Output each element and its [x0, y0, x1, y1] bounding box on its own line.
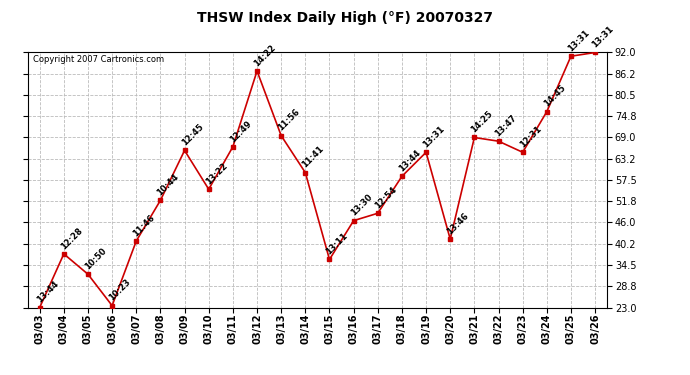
Text: 11:46: 11:46: [131, 213, 157, 238]
Text: 13:46: 13:46: [445, 211, 471, 236]
Text: 14:25: 14:25: [469, 110, 495, 135]
Text: 10:23: 10:23: [107, 278, 132, 303]
Text: 13:31: 13:31: [590, 24, 615, 50]
Text: 10:44: 10:44: [155, 172, 181, 198]
Text: 13:31: 13:31: [566, 28, 591, 53]
Text: 11:41: 11:41: [300, 144, 326, 170]
Text: 14:22: 14:22: [252, 43, 277, 68]
Text: 13:31: 13:31: [421, 124, 446, 150]
Text: 13:44: 13:44: [34, 279, 60, 305]
Text: 13:30: 13:30: [348, 193, 374, 218]
Text: 12:28: 12:28: [59, 226, 84, 251]
Text: 10:50: 10:50: [83, 246, 108, 272]
Text: 13:44: 13:44: [397, 148, 422, 174]
Text: 12:45: 12:45: [179, 122, 205, 148]
Text: 13:47: 13:47: [493, 113, 519, 138]
Text: Copyright 2007 Cartronics.com: Copyright 2007 Cartronics.com: [33, 55, 164, 64]
Text: 13:11: 13:11: [324, 231, 350, 256]
Text: 11:56: 11:56: [276, 108, 302, 133]
Text: 12:31: 12:31: [518, 124, 543, 150]
Text: 14:45: 14:45: [542, 84, 567, 109]
Text: 13:22: 13:22: [204, 161, 229, 186]
Text: 12:54: 12:54: [373, 185, 398, 210]
Text: THSW Index Daily High (°F) 20070327: THSW Index Daily High (°F) 20070327: [197, 11, 493, 25]
Text: 12:49: 12:49: [228, 118, 253, 144]
